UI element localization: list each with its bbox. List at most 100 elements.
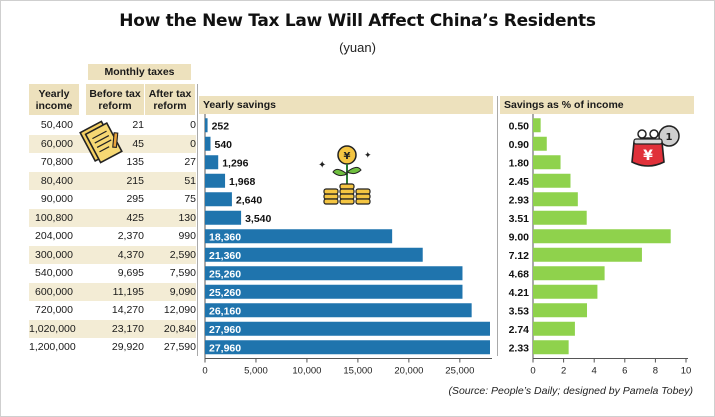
percent-bar	[533, 284, 598, 299]
income-cell: 1,020,000	[29, 322, 76, 335]
table-row: 1,200,000 29,920 27,590	[29, 338, 196, 356]
percent-tick-label: 6	[622, 366, 627, 377]
percent-bar	[533, 266, 605, 281]
savings-bar	[205, 247, 423, 262]
savings-bar	[205, 303, 472, 318]
after-tax-cell: 75	[184, 193, 196, 205]
after-tax-cell: 20,840	[163, 322, 196, 335]
table-row: 1,020,000 23,170 20,840	[29, 319, 196, 338]
savings-bar-label: 1,296	[222, 157, 248, 169]
table-row: 80,400 215 51	[29, 171, 196, 190]
savings-bar-label: 25,260	[209, 268, 241, 280]
before-tax-cell: 23,170	[111, 322, 144, 335]
after-tax-cell: 2,590	[169, 248, 196, 261]
percent-tick-label: 4	[592, 366, 597, 377]
table-row: 204,000 2,370 990	[29, 227, 196, 245]
percent-bar-label: 4.68	[509, 268, 530, 280]
savings-bar	[205, 155, 219, 170]
income-cell: 1,200,000	[29, 341, 76, 353]
savings-bar-label: 252	[212, 120, 230, 132]
savings-bar-label: 21,360	[209, 250, 241, 262]
after-tax-cell: 7,590	[169, 267, 196, 279]
savings-bar-label: 26,160	[209, 305, 241, 317]
before-tax-cell: 21	[132, 119, 144, 131]
percent-bar-label: 1.80	[509, 157, 530, 169]
savings-bar	[205, 229, 393, 244]
income-cell: 300,000	[35, 248, 73, 261]
income-cell: 70,800	[40, 156, 73, 168]
after-reform-header: After tax reform	[145, 84, 195, 115]
before-tax-cell: 295	[126, 193, 144, 205]
savings-bar-label: 1,968	[229, 176, 255, 188]
percent-bar-label: 7.12	[509, 250, 530, 262]
percent-bar-label: 0.90	[509, 139, 530, 151]
savings-bar-label: 2,640	[236, 194, 262, 206]
table-row: 100,800 425 130	[29, 208, 196, 227]
before-tax-cell: 9,695	[117, 267, 144, 279]
savings-bar-label: 18,360	[209, 231, 241, 243]
before-tax-cell: 4,370	[117, 248, 144, 261]
percent-bar	[533, 229, 671, 244]
before-tax-cell: 29,920	[111, 341, 144, 353]
after-tax-cell: 27,590	[163, 341, 196, 353]
savings-bar	[205, 192, 232, 207]
after-tax-cell: 51	[184, 174, 196, 187]
before-tax-cell: 2,370	[117, 230, 144, 242]
table-row: 300,000 4,370 2,590	[29, 245, 196, 264]
percent-bar-label: 2.33	[509, 342, 530, 354]
income-cell: 600,000	[35, 285, 73, 298]
percent-bar	[533, 210, 587, 225]
savings-tick-label: 15,000	[343, 366, 372, 377]
percent-bar	[533, 173, 571, 188]
before-tax-cell: 11,195	[112, 285, 144, 298]
percent-tick-label: 0	[530, 366, 535, 377]
income-cell: 720,000	[35, 304, 73, 316]
percent-tick-label: 2	[561, 366, 566, 377]
before-tax-cell: 135	[126, 156, 144, 168]
savings-bar	[205, 284, 463, 299]
svg-text:✦: ✦	[364, 151, 372, 161]
savings-bar	[205, 210, 242, 225]
svg-text:1: 1	[666, 132, 673, 143]
income-cell: 540,000	[35, 267, 73, 279]
savings-tick-label: 10,000	[292, 366, 321, 377]
table-row: 90,000 295 75	[29, 190, 196, 208]
table-row: 720,000 14,270 12,090	[29, 301, 196, 319]
percent-bar-label: 2.93	[509, 194, 530, 206]
svg-text:¥: ¥	[643, 148, 653, 164]
savings-bar-label: 27,960	[209, 324, 241, 336]
savings-bar-label: 540	[215, 139, 233, 151]
savings-tick-label: 5,000	[244, 366, 268, 377]
income-cell: 50,400	[40, 119, 73, 131]
savings-bar	[205, 136, 211, 151]
after-tax-cell: 27	[184, 156, 196, 168]
income-cell: 90,000	[40, 193, 73, 205]
savings-tick-label: 25,000	[445, 366, 474, 377]
income-cell: 60,000	[40, 137, 73, 150]
income-cell: 100,800	[35, 211, 73, 224]
before-tax-cell: 14,270	[111, 304, 144, 316]
percent-bar	[533, 340, 569, 355]
source-note: (Source: People’s Daily; designed by Pam…	[448, 385, 693, 397]
table-row: 70,800 135 27	[29, 153, 196, 171]
savings-tick-label: 0	[202, 366, 207, 377]
savings-bar-label: 27,960	[209, 342, 241, 354]
monthly-taxes-header: Monthly taxes	[88, 64, 191, 80]
savings-bar	[205, 266, 463, 281]
savings-bar	[205, 321, 490, 336]
before-tax-cell: 45	[132, 137, 144, 150]
percent-bar	[533, 118, 541, 133]
percent-tick-label: 8	[653, 366, 658, 377]
after-tax-cell: 0	[190, 119, 196, 131]
savings-bar	[205, 173, 226, 188]
percent-bar	[533, 321, 575, 336]
before-tax-cell: 215	[126, 174, 144, 187]
percent-bar	[533, 136, 547, 151]
income-cell: 80,400	[40, 174, 73, 187]
chart-subtitle: (yuan)	[339, 40, 376, 55]
percent-bar-label: 3.51	[509, 213, 530, 225]
percent-bar-label: 2.45	[509, 176, 530, 188]
percent-bar-label: 4.21	[509, 287, 530, 299]
table-row: 50,400 21 0	[29, 116, 196, 134]
table-divider	[197, 84, 198, 356]
